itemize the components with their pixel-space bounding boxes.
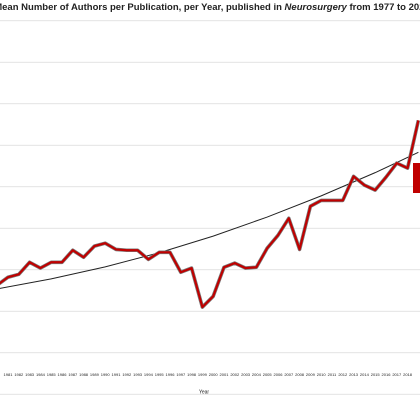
x-tick-label: 1997 bbox=[176, 372, 186, 377]
x-tick-label: 2009 bbox=[306, 372, 316, 377]
x-tick-label: 1981 bbox=[4, 372, 14, 377]
x-tick-label: 1986 bbox=[58, 372, 68, 377]
x-tick-label: 1982 bbox=[14, 372, 24, 377]
x-tick-label: 1983 bbox=[25, 372, 35, 377]
x-tick-label: 1990 bbox=[101, 372, 111, 377]
x-tick-label: 2017 bbox=[392, 372, 402, 377]
x-tick-label: 2012 bbox=[338, 372, 348, 377]
x-tick-label: 2005 bbox=[263, 372, 273, 377]
x-tick-label: 1998 bbox=[187, 372, 197, 377]
x-axis-label: Year bbox=[199, 389, 209, 395]
title-part: from 1977 to 2023 bbox=[347, 2, 420, 13]
x-tick-label: 2016 bbox=[382, 372, 392, 377]
x-tick-label: 2002 bbox=[230, 372, 240, 377]
cropped-callout bbox=[413, 163, 420, 193]
x-tick-label: 2014 bbox=[360, 372, 370, 377]
x-tick-label: 2007 bbox=[284, 372, 294, 377]
x-tick-label: 1991 bbox=[112, 372, 122, 377]
x-tick-label: 1993 bbox=[133, 372, 143, 377]
x-tick-label: 2013 bbox=[349, 372, 359, 377]
x-tick-label: 1988 bbox=[79, 372, 89, 377]
x-tick-label: 1994 bbox=[144, 372, 154, 377]
title-part: Mean Number of Authors per Publication, … bbox=[0, 2, 285, 13]
x-tick-label: 2003 bbox=[241, 372, 251, 377]
x-tick-label: 2001 bbox=[220, 372, 230, 377]
x-tick-label: 2011 bbox=[328, 372, 337, 377]
title-part: Neurosurgery bbox=[285, 2, 348, 13]
x-tick-label: 1996 bbox=[166, 372, 176, 377]
x-tick-label: 1992 bbox=[122, 372, 132, 377]
x-tick-label: 2000 bbox=[209, 372, 219, 377]
x-tick-label: 1995 bbox=[155, 372, 165, 377]
x-tick-label: 2015 bbox=[371, 372, 381, 377]
x-tick-label: 1989 bbox=[90, 372, 100, 377]
x-tick-label: 1984 bbox=[36, 372, 46, 377]
x-tick-label: 2008 bbox=[295, 372, 305, 377]
x-tick-label: 2010 bbox=[317, 372, 327, 377]
data-line bbox=[0, 120, 420, 309]
x-tick-label: 1999 bbox=[198, 372, 208, 377]
x-tick-label: 1987 bbox=[68, 372, 78, 377]
chart-title: Mean Number of Authors per Publication, … bbox=[0, 2, 420, 13]
x-tick-label: 2006 bbox=[274, 372, 284, 377]
x-tick-label: 2018 bbox=[403, 372, 413, 377]
x-tick-label: 1985 bbox=[47, 372, 57, 377]
x-tick-label: 2004 bbox=[252, 372, 262, 377]
